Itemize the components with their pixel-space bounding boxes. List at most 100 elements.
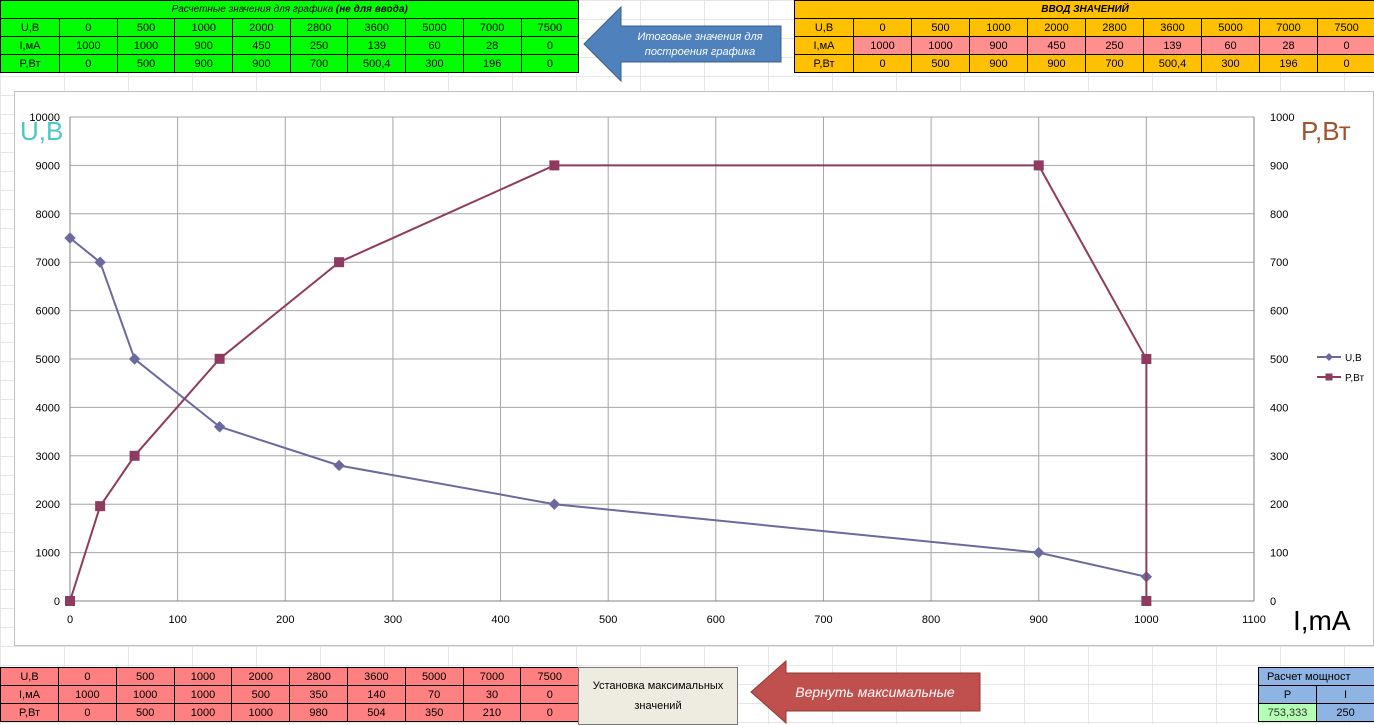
restore-max-label: Вернуть максимальные bbox=[770, 684, 980, 700]
input-cell[interactable]: 2000 bbox=[1028, 19, 1086, 37]
set-max-values-button[interactable]: Установка максимальных значений bbox=[578, 667, 738, 725]
input-cell[interactable]: 1000 bbox=[970, 19, 1028, 37]
max-cell[interactable]: 350 bbox=[405, 704, 463, 722]
calc-cell[interactable]: 0 bbox=[521, 37, 579, 55]
max-cell[interactable]: 0 bbox=[521, 686, 579, 704]
max-cell[interactable]: 500 bbox=[116, 704, 174, 722]
power-i-value[interactable]: 250 bbox=[1317, 704, 1374, 722]
input-cell[interactable]: 900 bbox=[970, 55, 1028, 73]
input-cell[interactable]: 500 bbox=[912, 19, 970, 37]
calc-cell[interactable]: 500 bbox=[117, 55, 175, 73]
max-cell[interactable]: 1000 bbox=[59, 686, 117, 704]
input-cell[interactable]: 7000 bbox=[1260, 19, 1318, 37]
input-cell[interactable]: 5000 bbox=[1202, 19, 1260, 37]
calc-cell[interactable]: 2000 bbox=[233, 19, 291, 37]
calc-cell[interactable]: 500,4 bbox=[348, 55, 406, 73]
calc-cell[interactable]: 2800 bbox=[290, 19, 348, 37]
y-left-tick-label: 3000 bbox=[36, 451, 60, 463]
input-cell[interactable]: 300 bbox=[1202, 55, 1260, 73]
max-cell[interactable]: 30 bbox=[463, 686, 521, 704]
calc-cell[interactable]: 0 bbox=[521, 55, 579, 73]
max-cell[interactable]: 0 bbox=[521, 704, 579, 722]
calc-cell[interactable]: 7000 bbox=[463, 19, 521, 37]
input-cell[interactable]: 60 bbox=[1202, 37, 1260, 55]
max-cell[interactable]: 210 bbox=[463, 704, 521, 722]
max-cell[interactable]: 7500 bbox=[521, 668, 579, 686]
calc-cell[interactable]: 7500 bbox=[521, 19, 579, 37]
power-p-value[interactable]: 753,333 bbox=[1259, 704, 1317, 722]
max-cell[interactable]: 0 bbox=[59, 704, 117, 722]
max-cell[interactable]: 5000 bbox=[405, 668, 463, 686]
input-cell[interactable]: 1000 bbox=[912, 37, 970, 55]
max-row-label: U,B bbox=[1, 668, 59, 686]
y-right-tick-label: 400 bbox=[1270, 402, 1288, 414]
max-cell[interactable]: 1000 bbox=[174, 686, 232, 704]
calc-cell[interactable]: 300 bbox=[406, 55, 464, 73]
max-cell[interactable]: 0 bbox=[59, 668, 117, 686]
calc-cell[interactable]: 0 bbox=[60, 19, 118, 37]
input-cell[interactable]: 900 bbox=[1028, 55, 1086, 73]
calc-cell[interactable]: 0 bbox=[60, 55, 118, 73]
calc-cell[interactable]: 900 bbox=[175, 55, 233, 73]
max-cell[interactable]: 500 bbox=[232, 686, 290, 704]
input-cell[interactable]: 0 bbox=[854, 19, 912, 37]
calc-cell[interactable]: 1000 bbox=[60, 37, 118, 55]
calc-cell[interactable]: 900 bbox=[233, 55, 291, 73]
calc-cell[interactable]: 450 bbox=[233, 37, 291, 55]
input-cell[interactable]: 139 bbox=[1144, 37, 1202, 55]
input-cell[interactable]: 0 bbox=[1318, 37, 1374, 55]
data-point-p bbox=[1034, 161, 1043, 170]
calc-cell[interactable]: 28 bbox=[463, 37, 521, 55]
input-cell[interactable]: 196 bbox=[1260, 55, 1318, 73]
max-cell[interactable]: 350 bbox=[290, 686, 348, 704]
max-cell[interactable]: 1000 bbox=[232, 704, 290, 722]
y-right-tick-label: 900 bbox=[1270, 160, 1288, 172]
input-cell[interactable]: 450 bbox=[1028, 37, 1086, 55]
max-cell[interactable]: 500 bbox=[116, 668, 174, 686]
calc-cell[interactable]: 700 bbox=[290, 55, 348, 73]
max-cell[interactable]: 70 bbox=[405, 686, 463, 704]
input-cell[interactable]: 3600 bbox=[1144, 19, 1202, 37]
y-left-tick-label: 0 bbox=[54, 596, 60, 608]
calc-cell[interactable]: 500 bbox=[117, 19, 175, 37]
calc-cell[interactable]: 5000 bbox=[406, 19, 464, 37]
x-tick-label: 400 bbox=[491, 614, 509, 626]
y-left-tick-label: 1000 bbox=[36, 548, 60, 560]
max-cell[interactable]: 1000 bbox=[116, 686, 174, 704]
calc-cell[interactable]: 196 bbox=[463, 55, 521, 73]
data-point-p bbox=[215, 354, 224, 363]
input-values-title: ВВОД ЗНАЧЕНИЙ bbox=[795, 1, 1374, 19]
y-left-tick-label: 2000 bbox=[36, 499, 60, 511]
calc-cell[interactable]: 900 bbox=[175, 37, 233, 55]
calc-cell[interactable]: 139 bbox=[348, 37, 406, 55]
calc-cell[interactable]: 60 bbox=[406, 37, 464, 55]
input-cell[interactable]: 1000 bbox=[854, 37, 912, 55]
max-cell[interactable]: 980 bbox=[290, 704, 348, 722]
input-cell[interactable]: 250 bbox=[1086, 37, 1144, 55]
input-row-label: U,B bbox=[795, 19, 854, 37]
max-cell[interactable]: 504 bbox=[347, 704, 405, 722]
input-cell[interactable]: 7500 bbox=[1318, 19, 1374, 37]
max-cell[interactable]: 1000 bbox=[174, 704, 232, 722]
calc-cell[interactable]: 250 bbox=[290, 37, 348, 55]
input-cell[interactable]: 0 bbox=[1318, 55, 1374, 73]
arrow-top-label: Итоговые значения для построения графика bbox=[615, 30, 785, 60]
max-cell[interactable]: 3600 bbox=[347, 668, 405, 686]
max-cell[interactable]: 140 bbox=[347, 686, 405, 704]
max-cell[interactable]: 2000 bbox=[232, 668, 290, 686]
calc-cell[interactable]: 1000 bbox=[175, 19, 233, 37]
max-cell[interactable]: 7000 bbox=[463, 668, 521, 686]
input-cell[interactable]: 700 bbox=[1086, 55, 1144, 73]
input-cell[interactable]: 0 bbox=[854, 55, 912, 73]
input-cell[interactable]: 2800 bbox=[1086, 19, 1144, 37]
input-cell[interactable]: 500 bbox=[912, 55, 970, 73]
calc-cell[interactable]: 1000 bbox=[117, 37, 175, 55]
x-tick-label: 1000 bbox=[1134, 614, 1158, 626]
max-cell[interactable]: 1000 bbox=[174, 668, 232, 686]
input-cell[interactable]: 500,4 bbox=[1144, 55, 1202, 73]
calc-cell[interactable]: 3600 bbox=[348, 19, 406, 37]
input-cell[interactable]: 28 bbox=[1260, 37, 1318, 55]
max-cell[interactable]: 2800 bbox=[290, 668, 348, 686]
input-cell[interactable]: 900 bbox=[970, 37, 1028, 55]
